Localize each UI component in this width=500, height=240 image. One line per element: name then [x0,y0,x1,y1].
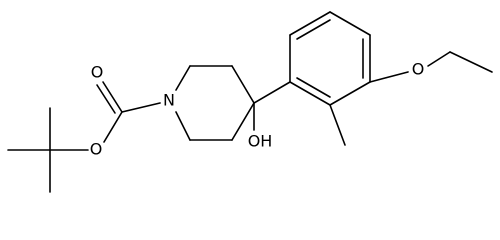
bond [449,51,493,73]
bond [369,71,409,83]
bond [289,11,331,36]
atom-label: O [90,140,103,159]
atom-labels: O O N OH O [90,60,425,159]
bond [231,102,255,141]
structure-diagram: O O N OH O [7,11,493,193]
bond [329,104,346,146]
page: {"atoms": [{"label": "O"}, {"label": "O"… [7,11,493,193]
bond [329,11,371,36]
atom-label: N [163,91,175,110]
bond [296,77,331,98]
bond [121,102,161,113]
bonds [7,11,493,193]
bond [253,81,291,104]
bond [329,81,371,106]
bond [289,81,331,106]
bond [102,81,123,113]
bond [231,65,255,104]
atom-label: O [91,63,104,82]
atom-label: OH [248,132,273,151]
bond [96,84,116,114]
bond [175,111,191,141]
bond [427,51,451,67]
bond [103,111,123,143]
bond [175,65,191,91]
atom-label: O [412,60,425,79]
bond [296,19,331,40]
